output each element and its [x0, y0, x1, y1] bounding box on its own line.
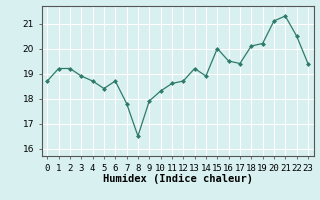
X-axis label: Humidex (Indice chaleur): Humidex (Indice chaleur) [103, 174, 252, 184]
